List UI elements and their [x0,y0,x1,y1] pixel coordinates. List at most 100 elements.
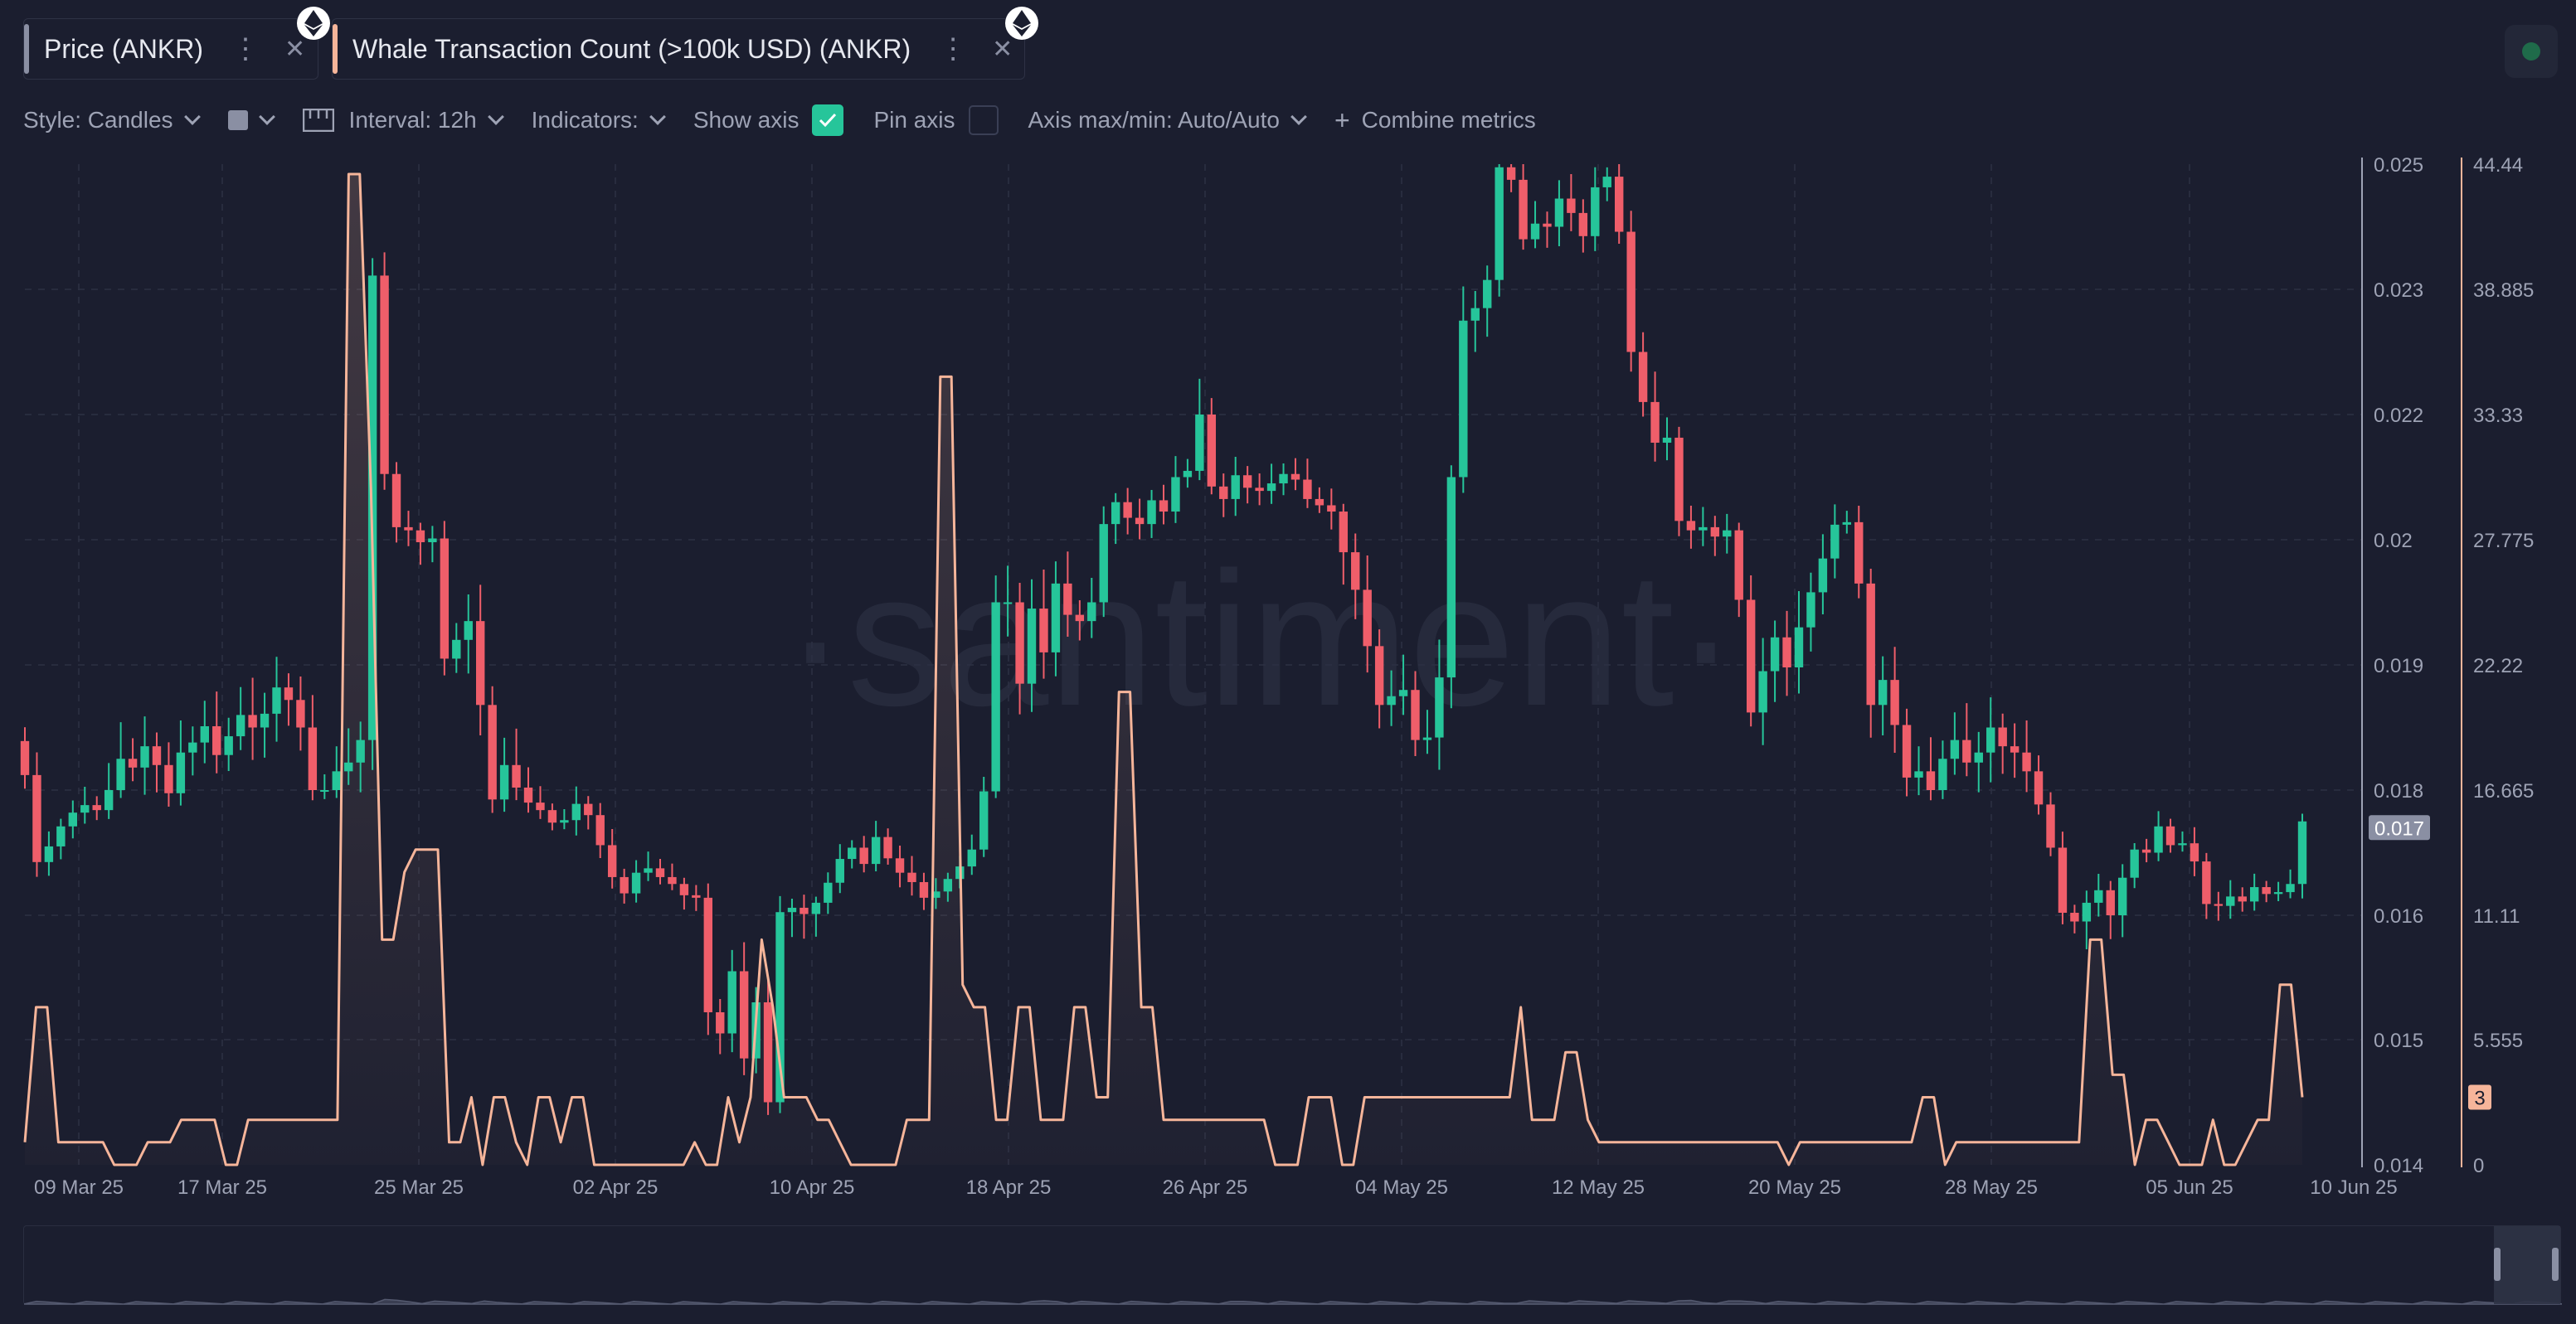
price-candle [1171,477,1180,512]
price-candle [1746,599,1756,713]
price-candle [1638,352,1648,402]
price-candle [716,1012,725,1034]
price-candle [1398,690,1408,696]
x-axis-tick-label: 28 May 25 [1945,1176,2038,1199]
price-candle [547,810,557,823]
price-candle [1099,524,1108,603]
price-candle [176,752,186,793]
price-candle [1686,521,1696,531]
tab-whale-color-bar [333,24,338,74]
price-candle [2118,877,2127,915]
price-candle [1830,524,1840,559]
close-icon[interactable]: ✕ [992,35,1013,63]
combine-metrics-button[interactable]: + Combine metrics [1334,105,1536,136]
price-candle [1290,473,1300,480]
price-candle [356,740,365,763]
interval-dropdown[interactable]: Interval: 12h [302,107,504,133]
pin-axis-checkbox[interactable] [968,105,999,135]
status-dot-icon [2522,42,2540,61]
price-candle [380,275,389,474]
price-candle [1699,526,1708,531]
more-options-icon[interactable]: ⋮ [939,33,968,65]
price-candle [1614,177,1624,232]
price-candle [811,902,821,914]
x-axis-tick-label: 05 Jun 25 [2146,1176,2233,1199]
close-icon[interactable]: ✕ [284,35,306,63]
whale-current-value-badge: 3 [2468,1084,2491,1110]
price-axis-tick-label: 0.02 [2374,530,2413,552]
x-axis-tick-label: 04 May 25 [1355,1176,1448,1199]
indicators-label: Indicators: [531,107,639,133]
price-candle [1051,583,1061,652]
x-axis-tick-label: 25 Mar 25 [374,1176,464,1199]
price-candle [272,687,281,714]
price-axis-tick-label: 0.019 [2374,655,2423,677]
price-candle [1794,627,1804,668]
price-candle [2046,804,2055,848]
price-candle [1266,483,1276,492]
price-candle [1207,415,1217,487]
price-candle [116,759,125,790]
price-candle [1591,187,1600,236]
price-candle [895,858,905,873]
whale-axis-tick-label: 33.33 [2473,405,2523,427]
price-candle [104,790,114,811]
navigator-window[interactable] [2494,1226,2560,1304]
price-candle [1351,552,1360,590]
price-candle [787,907,797,913]
tab-whale-transaction-count[interactable]: Whale Transaction Count (>100k USD) (ANK… [332,18,1025,80]
price-candle [620,876,629,894]
price-candle [296,700,305,728]
color-dropdown[interactable] [227,109,275,130]
style-dropdown[interactable]: Style: Candles [23,107,201,133]
price-candle [2238,896,2247,902]
price-candle [607,845,617,877]
price-candle [1723,530,1732,537]
price-candle [428,538,437,543]
axis-maxmin-dropdown[interactable]: Axis max/min: Auto/Auto [1028,107,1307,133]
price-candle [1890,680,1899,725]
status-indicator[interactable] [2505,25,2558,78]
price-candle [584,803,593,816]
price-candle [1962,740,1971,763]
price-candle [2070,912,2079,922]
price-candle [2082,902,2092,922]
show-axis-toggle[interactable]: Show axis [693,104,844,136]
whale-series-line [23,172,2304,1166]
show-axis-checkbox[interactable] [812,104,844,136]
price-candle [2130,849,2139,878]
tab-price[interactable]: Price (ANKR) ⋮ ✕ [23,18,318,80]
pin-axis-toggle[interactable]: Pin axis [873,105,999,135]
navigator-handle-right[interactable] [2552,1248,2559,1281]
checkmark-icon [819,113,837,128]
price-candle [1650,401,1660,443]
tab-price-color-bar [24,24,29,74]
ruler-icon [302,109,334,132]
price-candle [128,759,138,768]
price-candle [188,742,197,753]
price-candle [727,971,736,1034]
whale-axis-tick-label: 0 [2473,1155,2484,1177]
price-candle [452,639,461,659]
navigator-overview[interactable] [23,1225,2563,1305]
navigator-handle-left[interactable] [2494,1248,2501,1281]
price-candle [212,725,221,755]
price-current-value-label: 0.017 [2374,817,2424,840]
price-candle [1782,637,1791,668]
price-candle [907,872,916,882]
price-candle [631,872,641,894]
indicators-dropdown[interactable]: Indicators: [531,107,666,133]
price-candle [1255,487,1264,492]
more-options-icon[interactable]: ⋮ [231,33,260,65]
style-label: Style: Candles [23,107,173,133]
price-candle [1003,602,1013,604]
whale-series-path [23,172,2304,1166]
axis-maxmin-label: Axis max/min: Auto/Auto [1028,107,1280,133]
price-candles [20,164,2307,1115]
price-candle [68,812,78,827]
price-candle [1506,167,1516,180]
price-candle [44,846,54,862]
x-axis-tick-label: 12 May 25 [1552,1176,1645,1199]
price-candle [979,791,989,850]
